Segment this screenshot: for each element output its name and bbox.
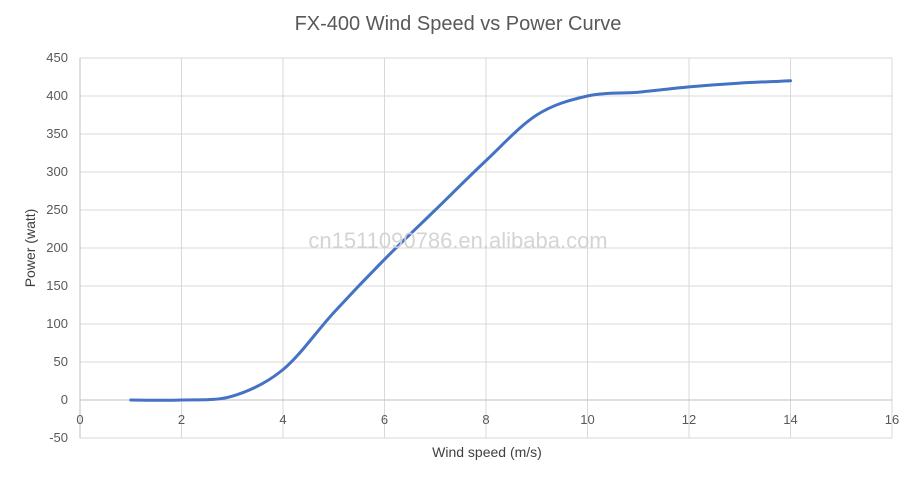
x-tick-label: 8 bbox=[482, 412, 489, 427]
y-tick-label: 100 bbox=[46, 316, 68, 331]
y-axis-title: Power (watt) bbox=[22, 209, 38, 288]
y-tick-label: 350 bbox=[46, 126, 68, 141]
x-tick-label: 12 bbox=[682, 412, 696, 427]
power-curve-line bbox=[129, 79, 792, 402]
tick-label-layer: 0 2 4 6 8 10 12 14 16 -50 0 50 100 150 200 250 300 350 400… bbox=[46, 50, 899, 445]
y-tick-label: 150 bbox=[46, 278, 68, 293]
y-tick-label: -50 bbox=[49, 430, 68, 445]
y-tick-label: 0 bbox=[61, 392, 68, 407]
x-tick-label: 10 bbox=[580, 412, 594, 427]
x-axis-title: Wind speed (m/s) bbox=[432, 444, 542, 460]
x-tick-label: 0 bbox=[76, 412, 83, 427]
chart-title: FX-400 Wind Speed vs Power Curve bbox=[295, 13, 622, 35]
y-tick-label: 50 bbox=[54, 354, 68, 369]
x-tick-label: 14 bbox=[783, 412, 797, 427]
x-tick-label: 16 bbox=[885, 412, 899, 427]
y-tick-label: 200 bbox=[46, 240, 68, 255]
y-tick-label: 450 bbox=[46, 50, 68, 65]
series-layer bbox=[129, 79, 792, 402]
y-tick-label: 250 bbox=[46, 202, 68, 217]
watermark: cn1511090786.en.alibaba.com bbox=[308, 228, 607, 253]
x-tick-label: 4 bbox=[279, 412, 286, 427]
x-tick-label: 2 bbox=[178, 412, 185, 427]
x-tick-label: 6 bbox=[381, 412, 388, 427]
y-tick-label: 300 bbox=[46, 164, 68, 179]
y-tick-label: 400 bbox=[46, 88, 68, 103]
